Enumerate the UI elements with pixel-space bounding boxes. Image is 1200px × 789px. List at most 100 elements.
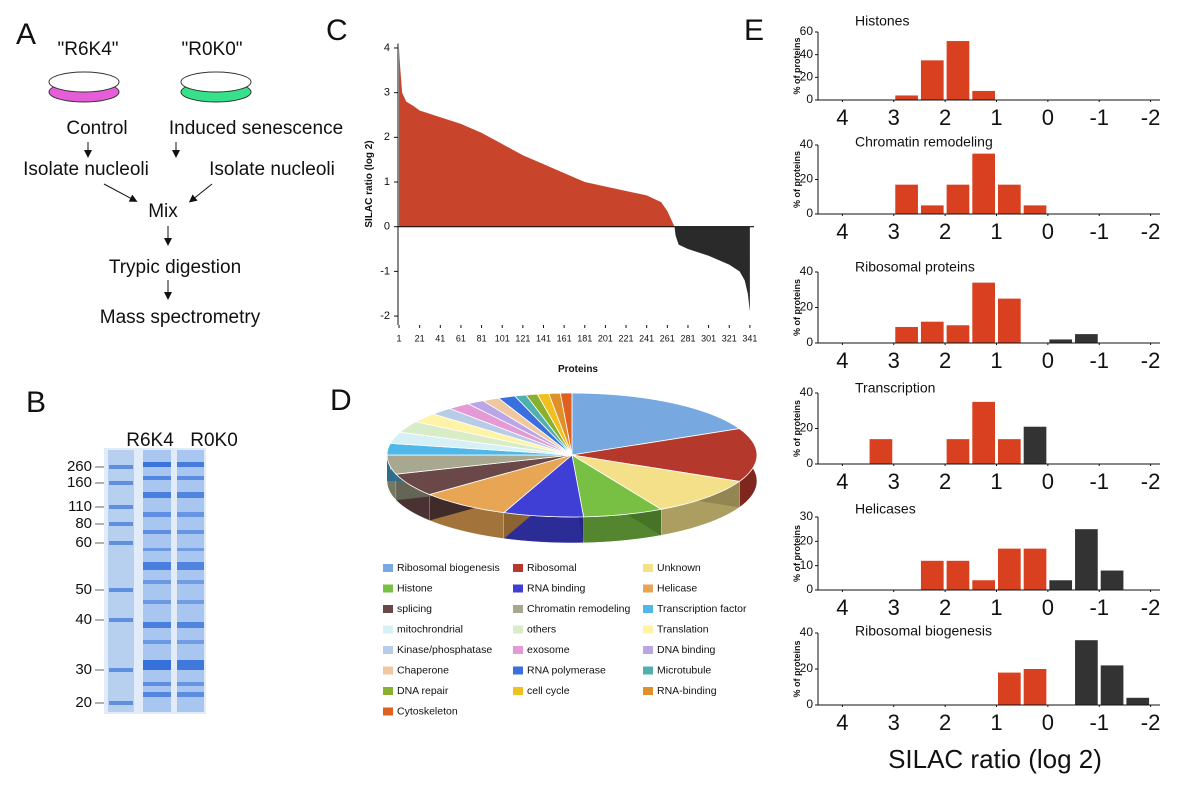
x-tick-label: 2	[939, 219, 951, 244]
y-tick-label: 20	[800, 300, 814, 314]
y-axis-label: % of proteins	[792, 279, 802, 336]
y-axis-label: % of proteins	[792, 640, 802, 697]
x-tick-label: -1	[1089, 710, 1109, 735]
legend-swatch	[513, 605, 523, 613]
x-tick-label: 4	[836, 595, 848, 620]
histogram-bar	[972, 282, 995, 343]
legend-swatch	[643, 666, 653, 675]
x-tick-label: 101	[495, 333, 510, 343]
legend-swatch	[643, 584, 653, 593]
gel-band	[177, 548, 204, 551]
gel-band	[177, 600, 204, 604]
y-tick-label: 4	[384, 42, 390, 54]
panel-label: B	[26, 386, 46, 419]
step: Isolate nucleoli	[209, 159, 335, 180]
legend-swatch	[513, 625, 523, 634]
histogram-bar	[946, 41, 970, 100]
x-tick-label: 1	[990, 348, 1002, 373]
x-tick-label: 2	[939, 348, 951, 373]
legend-swatch	[383, 584, 393, 593]
pie-slice	[395, 454, 573, 495]
x-tick-label: 3	[888, 219, 900, 244]
legend-swatch	[513, 666, 523, 675]
x-tick-label: 241	[639, 333, 654, 343]
histogram-bar	[972, 90, 995, 100]
gel-band	[177, 580, 204, 584]
gel-band	[143, 682, 171, 686]
x-tick-label: 4	[836, 219, 848, 244]
condition: Induced senescence	[169, 118, 343, 139]
x-tick-label: 121	[515, 333, 530, 343]
histogram-bar	[895, 327, 918, 343]
x-tick-label: -2	[1141, 595, 1161, 620]
panel-label: A	[16, 18, 36, 51]
x-tick-label: 0	[1042, 469, 1054, 494]
x-tick-label: 1	[990, 595, 1002, 620]
histogram-bar	[1075, 640, 1098, 705]
legend-label: cell cycle	[527, 685, 570, 697]
x-tick-label: 181	[577, 333, 592, 343]
y-tick-label: 30	[800, 509, 814, 523]
legend-swatch	[643, 625, 653, 634]
gel-lane	[108, 450, 134, 712]
pie-slice	[559, 392, 573, 456]
y-tick-label: -1	[380, 265, 390, 277]
ladder-band	[109, 522, 133, 526]
y-tick-label: -2	[380, 310, 390, 322]
x-tick-label: 3	[888, 105, 900, 130]
legend-label: RNA binding	[527, 582, 586, 594]
histogram-bar	[998, 548, 1021, 590]
legend-label: exosome	[527, 644, 570, 656]
gel-band	[177, 640, 204, 644]
legend-label: Ribosomal biogenesis	[397, 562, 500, 574]
gel-band	[177, 476, 204, 480]
y-tick-label: 0	[806, 92, 813, 106]
x-tick-label: 201	[598, 333, 613, 343]
x-tick-label: -2	[1141, 710, 1161, 735]
y-tick-label: 0	[806, 582, 813, 596]
x-tick-label: 2	[939, 469, 951, 494]
x-tick-label: 3	[888, 710, 900, 735]
y-tick-label: 0	[806, 335, 813, 349]
x-tick-label: 1	[990, 710, 1002, 735]
legend-swatch	[383, 687, 393, 695]
histogram-bar	[1075, 529, 1098, 590]
marker-label: 40	[75, 611, 92, 628]
lane-label: R6K4	[126, 430, 174, 451]
histogram-title: Ribosomal biogenesis	[855, 623, 992, 639]
x-tick-label: 2	[939, 105, 951, 130]
x-axis-label: SILAC ratio (log 2)	[888, 744, 1102, 774]
histogram-bar	[998, 672, 1021, 705]
legend-swatch	[513, 687, 523, 695]
gel-band	[177, 462, 204, 467]
legend-label: DNA binding	[657, 644, 716, 656]
y-axis-label: % of proteins	[792, 151, 802, 208]
x-tick-label: 1	[990, 219, 1002, 244]
legend-swatch	[383, 605, 393, 613]
x-tick-label: 281	[680, 333, 695, 343]
histogram-bar	[1023, 669, 1047, 705]
gel-band	[143, 530, 171, 534]
histogram-bar	[895, 95, 918, 100]
legend-swatch	[513, 584, 523, 593]
gel-band	[143, 462, 171, 467]
y-tick-label: 40	[800, 47, 814, 61]
panel-label: C	[326, 14, 348, 47]
x-tick-label: 341	[742, 333, 757, 343]
histogram-bar	[1100, 570, 1124, 590]
marker-label: 60	[75, 534, 92, 551]
x-tick-label: 221	[619, 333, 634, 343]
ladder-band	[109, 701, 133, 705]
x-tick-label: 2	[939, 710, 951, 735]
pie-slice	[428, 454, 573, 514]
pie-tops	[386, 392, 758, 518]
y-tick-label: 40	[800, 264, 814, 278]
histogram-bar	[1100, 665, 1124, 705]
y-tick-label: 2	[384, 131, 390, 143]
x-tick-label: 1	[397, 333, 402, 343]
gel-band	[143, 492, 171, 498]
legend-label: others	[527, 623, 556, 635]
histogram-bar	[946, 560, 970, 590]
legend-label: RNA-binding	[657, 685, 717, 697]
